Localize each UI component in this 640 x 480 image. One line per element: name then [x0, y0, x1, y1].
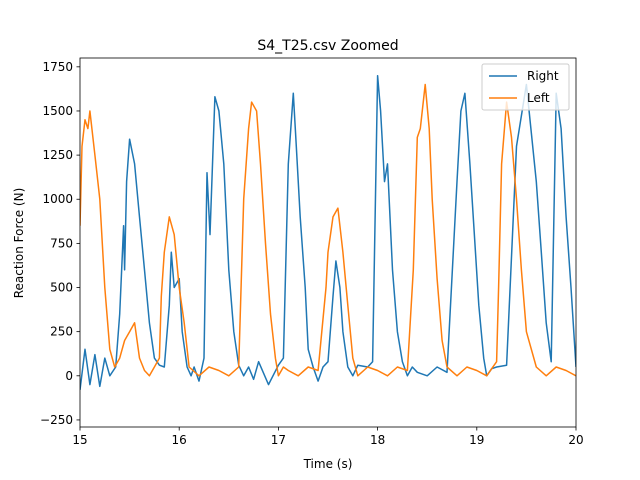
- series-line-left: [80, 83, 576, 377]
- y-tick-label: 1750: [42, 60, 73, 74]
- series-line-right: [80, 74, 576, 390]
- x-tick-label: 19: [469, 433, 484, 447]
- y-tick-label: 0: [65, 369, 73, 383]
- axes: 15 16 17 18 19 20 −250 0 250 500 750 1000 1250 1500 17…: [40, 57, 584, 447]
- series-layer: [80, 74, 576, 390]
- legend-label-right: Right: [527, 69, 559, 83]
- legend-label-left: Left: [527, 91, 550, 105]
- x-tick-label: 18: [370, 433, 385, 447]
- y-tick-label: 1500: [42, 104, 73, 118]
- x-tick-label: 15: [72, 433, 87, 447]
- y-tick-label: 750: [50, 236, 73, 250]
- y-tick-label: 1250: [42, 148, 73, 162]
- x-tick-label: 20: [568, 433, 583, 447]
- y-tick-label: −250: [40, 413, 73, 427]
- chart-title: S4_T25.csv Zoomed: [257, 38, 398, 54]
- y-tick-label: 250: [50, 325, 73, 339]
- x-tick-label: 17: [271, 433, 286, 447]
- y-axis-label: Reaction Force (N): [12, 188, 26, 299]
- x-tick-label: 16: [172, 433, 187, 447]
- y-tick-label: 1000: [42, 192, 73, 206]
- y-tick-label: 500: [50, 281, 73, 295]
- legend: Right Left: [481, 63, 570, 111]
- plot-frame: [79, 57, 577, 428]
- x-axis-label: Time (s): [303, 457, 353, 471]
